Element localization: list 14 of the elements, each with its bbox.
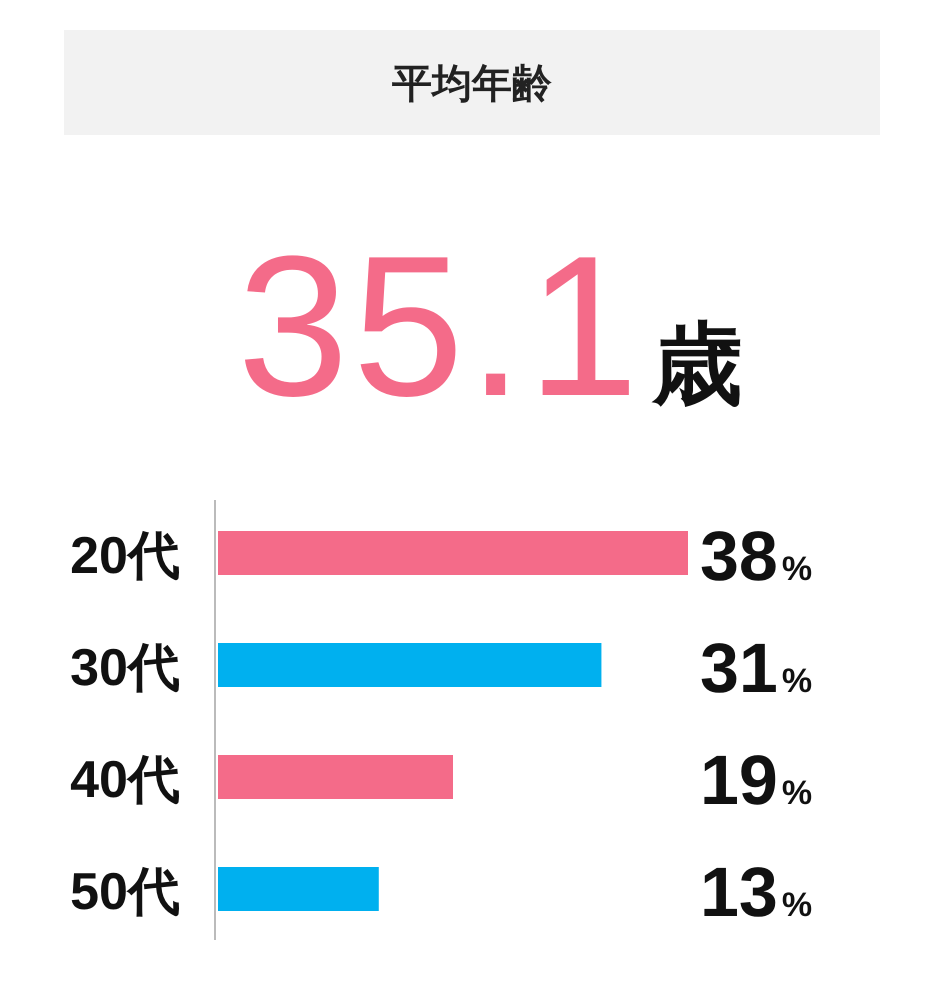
y-tick-label: 30代 [70, 639, 180, 697]
bar [218, 755, 453, 799]
y-tick-label: 50代 [70, 863, 180, 921]
data-label: 19% [700, 741, 812, 819]
bar [218, 867, 379, 911]
chart-title: 平均年齢 [391, 62, 552, 106]
y-tick-label: 20代 [70, 527, 180, 585]
data-label: 31% [700, 629, 812, 707]
data-label: 13% [700, 853, 812, 931]
bar [218, 643, 602, 687]
bar [218, 531, 688, 575]
data-label: 38% [700, 517, 812, 595]
y-tick-label: 40代 [70, 751, 180, 809]
text: 35.1歳 [237, 215, 743, 438]
